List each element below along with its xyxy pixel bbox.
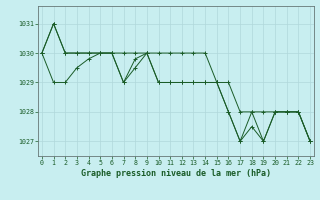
X-axis label: Graphe pression niveau de la mer (hPa): Graphe pression niveau de la mer (hPa): [81, 169, 271, 178]
